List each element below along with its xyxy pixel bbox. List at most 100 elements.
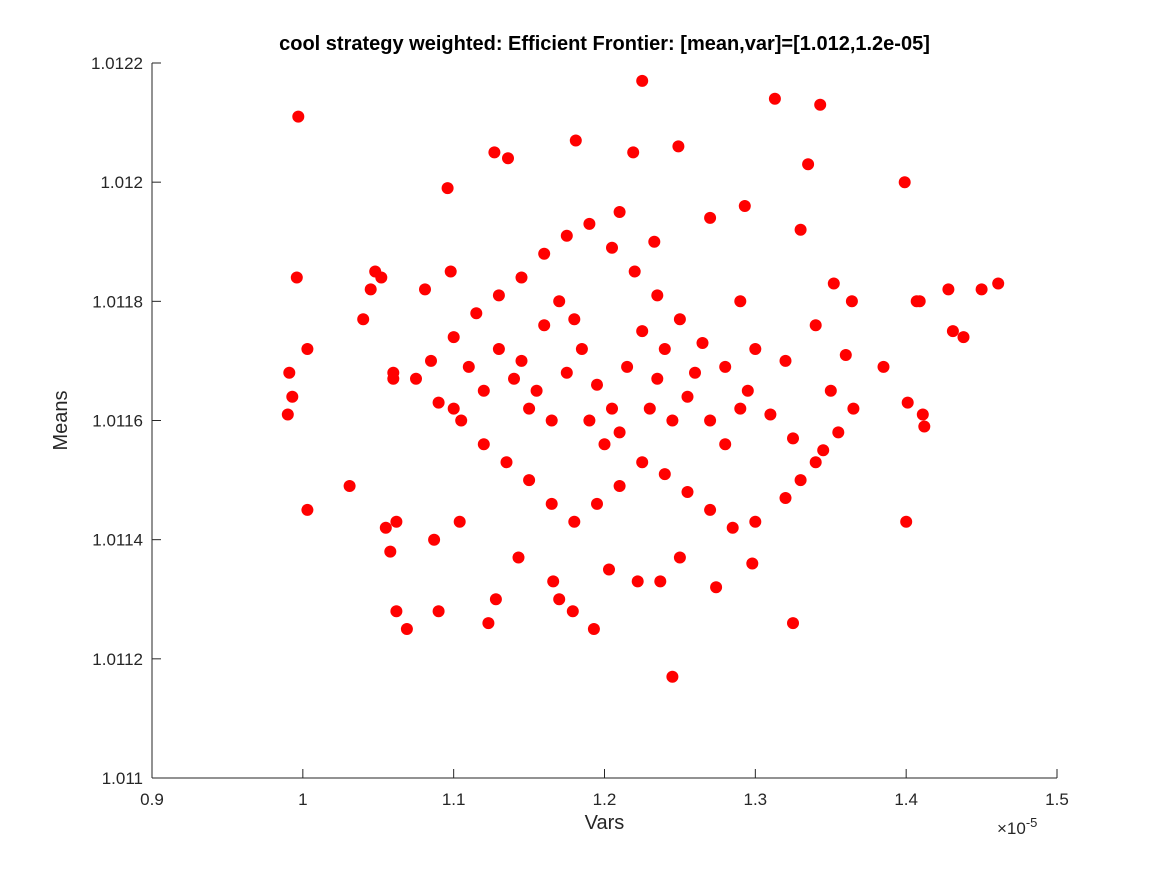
scatter-point — [553, 295, 566, 308]
scatter-point — [560, 229, 573, 242]
scatter-point — [492, 289, 505, 302]
scatter-point — [847, 402, 860, 415]
scatter-point — [918, 420, 931, 433]
scatter-point — [817, 444, 830, 457]
scatter-point — [425, 354, 437, 367]
x-multiplier-exponent: -5 — [1026, 815, 1038, 830]
scatter-point — [343, 480, 356, 492]
scatter-point — [628, 265, 641, 278]
scatter-point — [901, 396, 914, 409]
scatter-point — [839, 349, 852, 361]
scatter-point — [292, 110, 305, 123]
scatter-point — [719, 360, 732, 373]
scatter-point — [726, 521, 739, 534]
scatter-point — [538, 247, 551, 260]
scatter-point — [432, 396, 445, 409]
scatter-point — [515, 354, 528, 367]
scatter-point — [583, 217, 596, 230]
scatter-point — [447, 402, 460, 415]
scatter-point — [390, 605, 403, 618]
scatter-point — [916, 408, 929, 421]
scatter-point — [568, 515, 581, 528]
scatter-point — [492, 343, 505, 355]
scatter-point — [283, 366, 296, 379]
scatter-point — [569, 134, 582, 147]
scatter-point — [681, 390, 694, 403]
scatter-point — [364, 283, 377, 296]
scatter-point — [741, 384, 754, 397]
scatter-point — [738, 200, 751, 212]
scatter-point — [545, 414, 558, 427]
plot-axes — [151, 63, 1057, 779]
scatter-point — [749, 515, 762, 528]
scatter-point — [477, 438, 490, 451]
scatter-point — [462, 360, 475, 373]
scatter-point — [587, 623, 600, 635]
scatter-point — [802, 158, 815, 171]
scatter-point — [290, 271, 303, 284]
scatter-point — [673, 551, 686, 564]
x-tick-label: 1.3 — [744, 790, 768, 809]
scatter-point — [779, 492, 792, 504]
scatter-point — [832, 426, 845, 439]
x-tick-label: 1.1 — [442, 790, 466, 809]
scatter-point — [942, 283, 955, 296]
scatter-point — [598, 438, 611, 451]
scatter-point — [538, 319, 551, 332]
scatter-point — [530, 384, 543, 397]
scatter-point — [384, 545, 397, 558]
scatter-point — [591, 378, 603, 391]
scatter-point — [827, 277, 840, 290]
scatter-point — [357, 313, 370, 326]
scatter-point — [627, 146, 640, 159]
y-axis-label: Means — [50, 390, 72, 450]
scatter-point — [651, 372, 664, 385]
scatter-point — [631, 575, 644, 588]
scatter-point — [502, 152, 514, 165]
scatter-point — [898, 176, 911, 189]
scatter-point — [286, 390, 299, 403]
scatter-point — [636, 325, 649, 338]
scatter-point — [900, 515, 913, 528]
scatter-point — [651, 289, 664, 302]
scatter-point — [809, 456, 822, 469]
scatter-point — [704, 503, 717, 516]
scatter-point — [787, 617, 799, 630]
scatter-point — [301, 503, 314, 516]
scatter-point — [666, 414, 679, 427]
scatter-point — [764, 408, 777, 421]
scatter-point — [301, 343, 314, 355]
scatter-point — [794, 223, 807, 236]
x-tick-label: 1.5 — [1045, 790, 1069, 809]
x-multiplier-base: ×10 — [997, 819, 1026, 838]
scatter-point — [390, 515, 403, 528]
scatter-point — [636, 74, 649, 87]
scatter-point — [489, 593, 502, 606]
scatter-point — [432, 605, 445, 618]
scatter-point — [444, 265, 457, 278]
scatter-point — [523, 402, 536, 415]
scatter-point — [400, 623, 413, 635]
scatter-point — [566, 605, 579, 618]
scatter-point — [845, 295, 858, 308]
scatter-point — [512, 551, 525, 564]
scatter-point — [419, 283, 431, 296]
scatter-point — [606, 402, 618, 415]
chart-title: cool strategy weighted: Efficient Fronti… — [279, 33, 930, 55]
scatter-point — [666, 670, 679, 683]
scatter-point — [749, 343, 762, 355]
scatter-point — [613, 206, 626, 218]
scatter-point — [281, 408, 294, 421]
scatter-point — [658, 468, 671, 481]
x-tick-label: 1 — [298, 790, 307, 809]
y-tick-label: 1.0118 — [92, 292, 143, 311]
scatter-point — [523, 474, 536, 487]
scatter-point — [673, 313, 686, 326]
scatter-point — [824, 384, 837, 397]
scatter-point — [488, 146, 501, 159]
scatter-point — [768, 92, 781, 105]
scatter-point — [787, 432, 799, 445]
axis-ticks: 0.9 1 1.1 1.2 1.3 1.4 1.5 1.011 1.0112 1.0114 1.01… — [91, 54, 1069, 809]
scatter-point — [613, 426, 626, 439]
